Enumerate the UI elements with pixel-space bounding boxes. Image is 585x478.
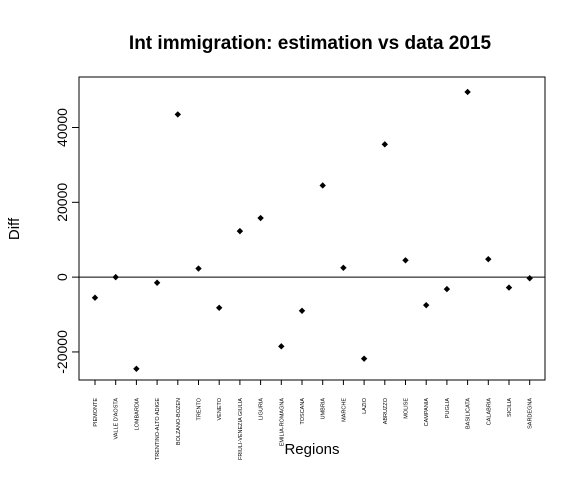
x-tick-label: ABRUZZO [383, 397, 389, 424]
x-tick-label: LAZIO [362, 397, 368, 414]
data-point [174, 111, 181, 118]
y-tick-label: 20000 [54, 183, 70, 222]
data-point [505, 284, 513, 291]
data-point [381, 141, 388, 148]
x-tick-label: TRENTO [197, 397, 203, 420]
data-point [112, 273, 119, 281]
x-tick-label: EMILIA-ROMAGNA [279, 398, 285, 447]
data-point [402, 257, 409, 264]
data-point [133, 365, 140, 372]
data-point [340, 264, 347, 271]
x-tick-label: PIEMONTE [93, 398, 99, 427]
x-tick-label: CALABRIA [486, 398, 492, 426]
x-tick-label: CAMPANIA [424, 398, 430, 427]
x-tick-label: BOLZANO-BOZEN [176, 398, 182, 445]
x-tick-label: TRENTINO-ALTO ADIGE [155, 398, 161, 460]
chart-title: Int immigration: estimation vs data 2015 [129, 33, 492, 54]
y-tick-label: 40000 [54, 108, 70, 147]
x-tick-label: LIGURIA [259, 398, 265, 420]
x-tick-label: PUGLIA [445, 398, 451, 419]
data-point [526, 275, 533, 282]
plot-frame [78, 76, 546, 381]
data-point [485, 255, 492, 263]
y-axis: -20000 0 20000 40000 [54, 108, 79, 374]
data-point [91, 294, 99, 301]
x-tick-label: SARDEGNA [528, 398, 534, 429]
y-axis-label: Diff [6, 217, 23, 240]
x-axis-label: Regions [284, 441, 339, 458]
data-point [195, 265, 202, 272]
data-point [423, 301, 430, 309]
y-tick-label: 0 [54, 273, 70, 281]
data-point [360, 355, 368, 362]
y-tick-label: -20000 [54, 330, 70, 374]
data-point [319, 182, 326, 189]
data-point [236, 227, 244, 235]
data-point [443, 285, 451, 293]
data-point [257, 214, 264, 222]
x-tick-label: LOMBARDIA [134, 398, 140, 431]
x-axis: PIEMONTE VALLE D'AOSTA LOMBARDIA TRENTINO-A… [93, 380, 534, 460]
data-point [153, 279, 161, 286]
x-tick-label: VENETO [217, 397, 223, 420]
x-tick-label: VALLE D'AOSTA [114, 398, 120, 440]
data-point [464, 88, 471, 96]
x-tick-label: MARCHE [341, 398, 347, 422]
x-tick-label: FRIULI-VENEZIA GIULIA [238, 398, 244, 460]
x-tick-label: BASILICATA [466, 398, 472, 429]
data-point [216, 304, 223, 312]
data-points [91, 88, 533, 372]
x-tick-label: UMBRIA [321, 398, 327, 420]
x-tick-label: SICILIA [507, 398, 513, 417]
x-tick-label: MOLISE [404, 398, 410, 419]
data-point [278, 343, 285, 350]
data-point [298, 307, 306, 314]
x-tick-label: TOSCANA [300, 398, 306, 425]
